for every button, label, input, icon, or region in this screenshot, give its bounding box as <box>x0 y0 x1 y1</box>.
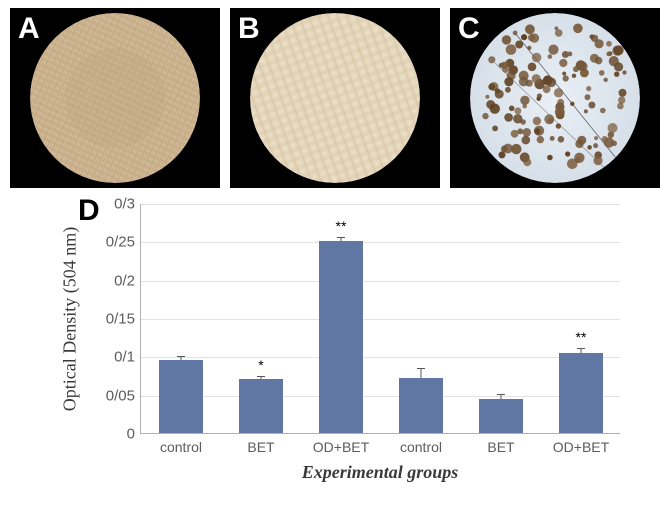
bar <box>159 360 203 433</box>
x-tick-label: BET <box>247 439 274 455</box>
panel-C-label: C <box>458 12 480 46</box>
y-tick-label: 0/15 <box>106 311 141 328</box>
error-bar-cap <box>577 348 585 349</box>
chart-panel-D: D Optical Density (504 nm) 00/050/10/150… <box>0 194 671 504</box>
significance-marker: ** <box>336 218 347 234</box>
y-tick-label: 0/05 <box>106 387 141 404</box>
y-axis-title: Optical Density (504 nm) <box>60 227 81 411</box>
panel-B-micrograph <box>250 13 420 183</box>
error-bar-cap <box>497 394 505 395</box>
panel-A-label: A <box>18 12 40 46</box>
bar <box>559 353 603 434</box>
panel-B: B <box>230 8 440 188</box>
error-bar-cap <box>417 368 425 369</box>
error-bar-cap <box>257 376 265 377</box>
x-tick-label: OD+BET <box>553 439 609 455</box>
grid-line <box>141 319 620 320</box>
grid-line <box>141 357 620 358</box>
bar <box>399 378 443 433</box>
panel-A: A <box>10 8 220 188</box>
grid-line <box>141 204 620 205</box>
error-bar <box>341 238 342 242</box>
panel-C: C <box>450 8 660 188</box>
micrograph-panel-row: A B <box>0 0 671 192</box>
error-bar-cap <box>177 356 185 357</box>
x-tick-label: control <box>400 439 442 455</box>
grid-line <box>141 396 620 397</box>
bar <box>479 399 523 434</box>
y-tick-label: 0/2 <box>114 272 141 289</box>
grid-line <box>141 281 620 282</box>
error-bar <box>421 369 422 378</box>
x-tick-label: control <box>160 439 202 455</box>
error-bar <box>181 357 182 360</box>
x-tick-label: BET <box>487 439 514 455</box>
significance-marker: * <box>258 357 263 373</box>
panel-C-micrograph <box>470 13 640 183</box>
x-axis-title: Experimental groups <box>140 462 620 483</box>
panel-B-svg <box>250 13 420 183</box>
panel-A-micrograph <box>30 13 200 183</box>
significance-marker: ** <box>576 329 587 345</box>
panel-D-label: D <box>78 194 100 228</box>
grid-line <box>141 242 620 243</box>
error-bar-cap <box>337 237 345 238</box>
y-tick-label: 0 <box>127 426 141 443</box>
error-bar <box>581 349 582 353</box>
error-bar <box>261 377 262 379</box>
y-tick-label: 0/1 <box>114 349 141 366</box>
x-tick-label: OD+BET <box>313 439 369 455</box>
bar <box>239 379 283 433</box>
panel-B-label: B <box>238 12 260 46</box>
y-tick-label: 0/25 <box>106 234 141 251</box>
plot-area: 00/050/10/150/20/250/3control*BET**OD+BE… <box>140 204 620 434</box>
panel-C-svg <box>470 13 640 183</box>
bar <box>319 241 363 433</box>
y-tick-label: 0/3 <box>114 196 141 213</box>
error-bar <box>501 395 502 398</box>
panel-A-svg <box>30 13 200 183</box>
